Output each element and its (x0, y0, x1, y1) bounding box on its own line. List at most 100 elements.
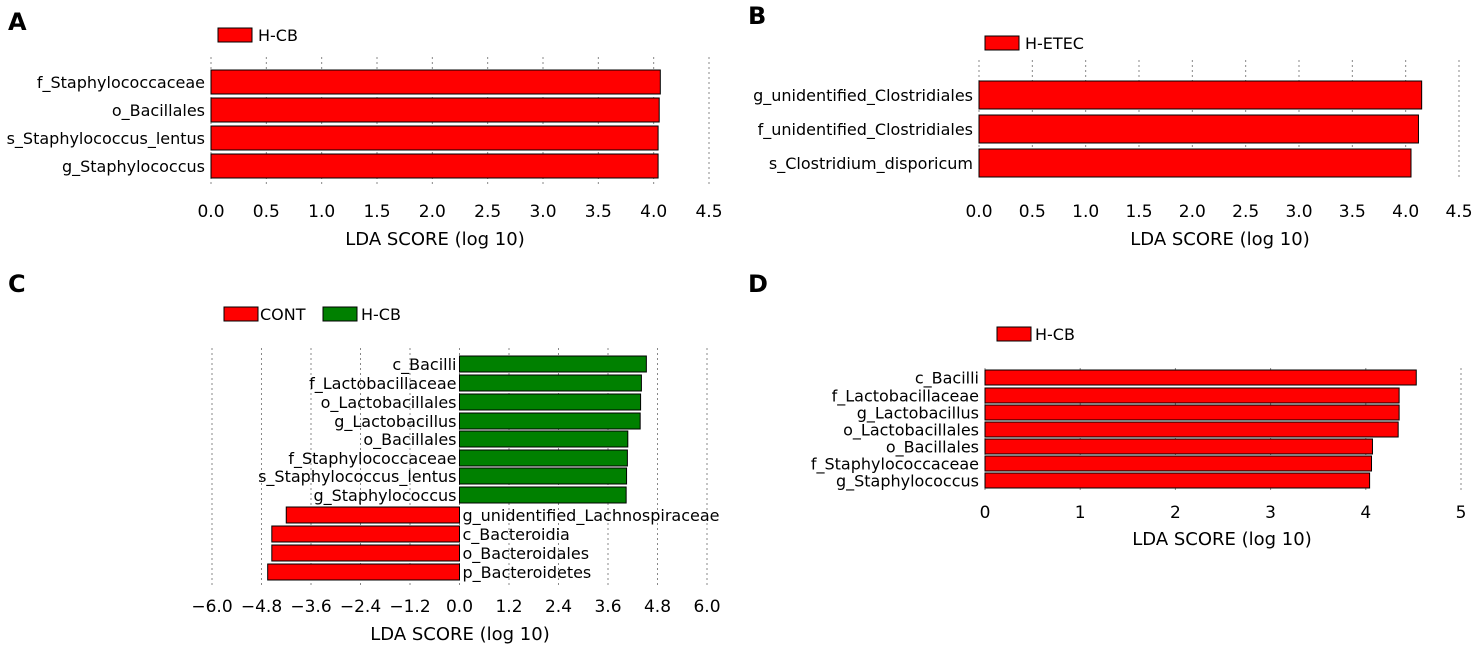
panel-d-bar (984, 369, 1417, 386)
panel-b-tick-label: 1.5 (1125, 202, 1152, 222)
panel-c-tick-label: −3.6 (290, 597, 331, 617)
panel-c-bar (459, 412, 641, 430)
panel-d-bar (984, 472, 1371, 489)
panel-c-category-label: s_Staphylococcus_lentus (258, 467, 456, 487)
panel-c-tick-label: 2.4 (545, 597, 572, 617)
panel-b-legend-swatch (984, 35, 1020, 51)
panel-a-tick-label: 1.5 (363, 202, 390, 222)
panel-d-tick-label: 5 (1456, 503, 1467, 523)
panel-d: D H-CB 0 1 2 3 4 5 c_Bacillif_Lactobacillaceae… (748, 270, 1466, 550)
panel-c-bar (459, 449, 628, 467)
panel-d-category-label: c_Bacilli (915, 368, 979, 388)
panel-c-tick-label: 6.0 (693, 597, 720, 617)
panel-d-plot: 0 1 2 3 4 5 c_Bacillif_Lactobacillaceaeg_Lacto… (811, 368, 1467, 523)
panel-c-bar (267, 563, 460, 581)
panel-b-tick-label: 0.0 (965, 202, 992, 222)
panel-b-legend: H-ETEC (984, 34, 1084, 53)
panel-a-letter: A (8, 8, 27, 36)
panel-b-tick-label: 2.5 (1232, 202, 1259, 222)
panel-c-bar (459, 430, 629, 448)
panel-b-bar (978, 148, 1412, 178)
panel-c-category-label: f_Lactobacillaceae (309, 374, 456, 394)
panel-c-tick-label: −6.0 (191, 597, 232, 617)
panel-c-tick-label: 3.6 (594, 597, 621, 617)
panel-a-x-axis-label: LDA SCORE (log 10) (345, 229, 524, 250)
panel-a-legend-swatch (217, 27, 253, 43)
panel-c-tick-label: 1.2 (495, 597, 522, 617)
panel-b-category-label: f_unidentified_Clostridiales (758, 120, 973, 140)
panel-a-tick-label: 0.5 (253, 202, 280, 222)
panel-c-bar (271, 525, 460, 543)
panel-c-legend-label-hcb: H-CB (361, 305, 401, 324)
panel-c-legend: CONT H-CB (223, 305, 401, 324)
panel-a-tick-label: 4.5 (695, 202, 722, 222)
panel-d-category-label: o_Bacillales (886, 437, 979, 457)
panel-b-tick-label: 3.5 (1339, 202, 1366, 222)
panel-c-legend-swatch-cont (223, 306, 259, 322)
panel-c-bar (285, 506, 460, 524)
panel-b-tick-label: 2.0 (1179, 202, 1206, 222)
panel-b-bar (978, 114, 1419, 144)
panel-c-legend-swatch-hcb (322, 306, 358, 322)
panel-a-tick-label: 3.0 (529, 202, 556, 222)
panel-a-bar (210, 69, 661, 95)
panel-d-tick-label: 2 (1170, 503, 1181, 523)
panel-c: C CONT H-CB −6.0 −4.8 −3.6 −2.4 −1.2 0.0 1.2 2.… (8, 270, 721, 645)
panel-a-tick-label: 1.0 (308, 202, 335, 222)
panel-b: B H-ETEC 0.0 0.5 1.0 1.5 2.0 2.5 3.0 3.5 4.0 4.5 g… (748, 2, 1473, 250)
panel-c-category-label: o_Lactobacillales (321, 393, 457, 413)
panel-c-category-label: p_Bacteroidetes (463, 563, 592, 583)
panel-c-category-label: c_Bacilli (392, 355, 456, 375)
panel-a-tick-label: 0.0 (197, 202, 224, 222)
panel-c-tick-label: 0.0 (446, 597, 473, 617)
panel-b-category-label: g_unidentified_Clostridiales (753, 86, 973, 106)
panel-c-bar (459, 393, 642, 411)
panel-d-category-label: f_Lactobacillaceae (832, 386, 979, 406)
panel-a-tick-label: 4.0 (640, 202, 667, 222)
panel-a-tick-label: 2.5 (474, 202, 501, 222)
panel-b-tick-label: 0.5 (1019, 202, 1046, 222)
panel-c-bar (459, 374, 642, 392)
panel-d-category-label: g_Lactobacillus (857, 403, 979, 423)
panel-c-category-label: g_Staphylococcus (313, 486, 456, 506)
panel-d-category-label: g_Staphylococcus (836, 471, 979, 491)
panel-a-bar (210, 153, 659, 179)
panel-b-tick-label: 4.0 (1392, 202, 1419, 222)
panel-d-category-label: o_Lactobacillales (843, 420, 979, 440)
panel-a-bar (210, 97, 660, 123)
panel-d-x-axis-label: LDA SCORE (log 10) (1132, 529, 1311, 550)
panel-d-tick-label: 4 (1360, 503, 1371, 523)
panel-b-tick-label: 3.0 (1285, 202, 1312, 222)
panel-c-category-label: f_Staphylococcaceae (288, 449, 456, 469)
panel-c-bar (459, 486, 627, 504)
panel-a-tick-label: 3.5 (585, 202, 612, 222)
panel-a-plot: 0.0 0.5 1.0 1.5 2.0 2.5 3.0 3.5 4.0 4.5 f_Staphylo… (7, 57, 723, 222)
panel-d-bar (984, 421, 1399, 438)
panel-d-tick-label: 3 (1265, 503, 1276, 523)
panel-d-letter: D (748, 270, 768, 298)
panel-c-tick-label: 4.8 (644, 597, 671, 617)
panel-d-tick-label: 1 (1075, 503, 1086, 523)
panel-c-bar (459, 467, 628, 485)
panel-d-bar (984, 438, 1373, 455)
panel-c-tick-label: −2.4 (340, 597, 381, 617)
panel-a-category-label: g_Staphylococcus (62, 157, 205, 177)
panel-b-legend-label: H-ETEC (1025, 34, 1084, 53)
panel-b-category-label: s_Clostridium_disporicum (769, 154, 973, 174)
panel-b-bar (978, 80, 1423, 110)
panel-c-category-label: o_Bacteroidales (463, 544, 590, 564)
panel-a: A H-CB 0.0 0.5 1.0 1.5 2.0 2.5 3.0 3.5 4.0 4.5 f_S… (7, 8, 723, 250)
panel-c-x-axis-label: LDA SCORE (log 10) (370, 624, 549, 645)
panel-c-category-label: g_unidentified_Lachnospiraceae (463, 506, 720, 526)
panel-d-legend-swatch (996, 326, 1032, 342)
panel-a-category-label: s_Staphylococcus_lentus (7, 129, 205, 149)
panel-d-legend: H-CB (996, 325, 1075, 344)
panel-c-category-label: o_Bacillales (363, 430, 456, 450)
panel-b-x-axis-label: LDA SCORE (log 10) (1130, 229, 1309, 250)
panel-c-category-label: g_Lactobacillus (334, 412, 456, 432)
panel-d-legend-label: H-CB (1035, 325, 1075, 344)
panel-a-tick-label: 2.0 (419, 202, 446, 222)
panel-a-legend-label: H-CB (258, 26, 298, 45)
panel-c-legend-label-cont: CONT (260, 305, 306, 324)
